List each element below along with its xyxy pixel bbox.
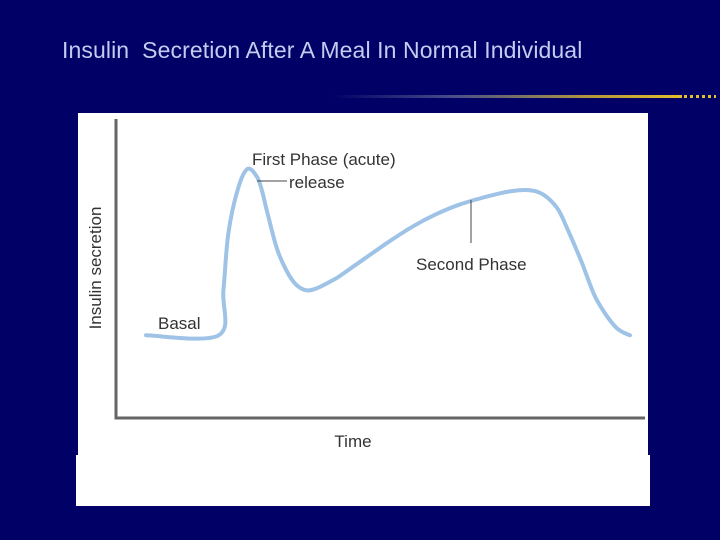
title-divider-dots (684, 95, 716, 98)
series-line-insulin-secretion (144, 166, 632, 341)
chart-caption-area (76, 455, 650, 506)
annotation-first-phase-release: release (289, 173, 345, 192)
title-divider (332, 95, 682, 98)
chart-panel: Insulin secretion Time Basal First Phase… (78, 113, 648, 455)
x-axis-label: Time (334, 432, 371, 451)
annotation-second-phase: Second Phase (416, 255, 527, 274)
insulin-secretion-chart: Insulin secretion Time Basal First Phase… (86, 119, 645, 451)
annotation-basal: Basal (158, 314, 201, 333)
annotation-first-phase: First Phase (acute) (252, 150, 396, 169)
y-axis-label: Insulin secretion (86, 207, 105, 330)
slide-title: Insulin Secretion After A Meal In Normal… (62, 37, 583, 63)
